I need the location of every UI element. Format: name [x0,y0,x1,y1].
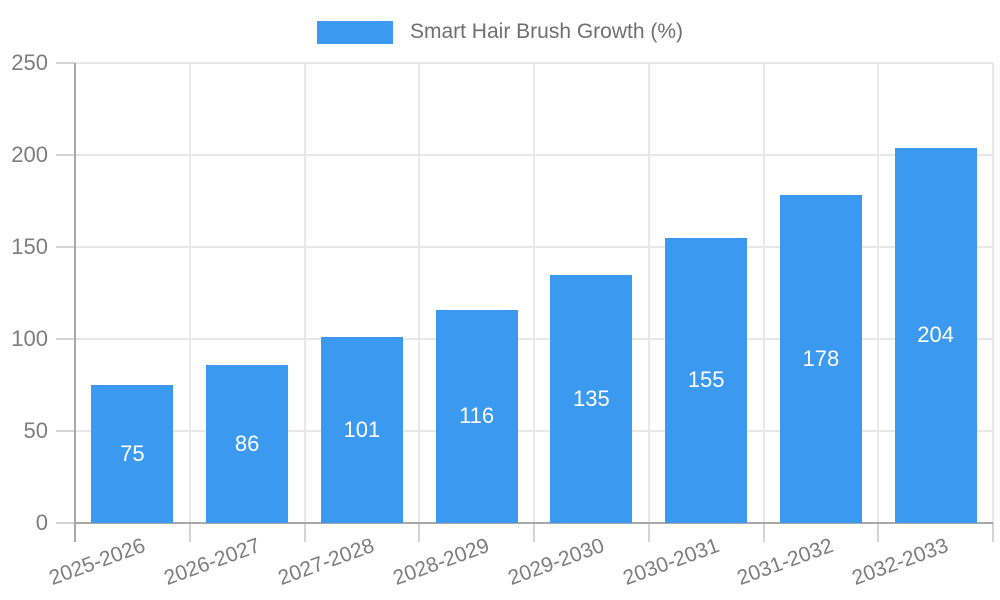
bar[interactable]: 135 [550,274,633,523]
bar[interactable]: 155 [665,237,748,523]
y-axis-line [74,63,76,542]
x-axis-line [75,522,993,524]
y-tick-mark [56,338,75,340]
bar-value-label: 116 [459,403,495,429]
x-tick-label: 2028-2029 [390,534,493,590]
legend[interactable]: Smart Hair Brush Growth (%) [0,18,1000,46]
y-tick-label: 100 [11,326,48,351]
x-gridline [877,63,880,523]
bar-value-label: 86 [234,430,260,456]
x-tick-mark [418,523,421,542]
y-tick-label: 250 [11,50,48,75]
bar-value-label: 204 [917,322,954,348]
x-tick-label: 2029-2030 [504,534,608,590]
x-gridline [647,63,650,523]
x-tick-mark [992,523,994,542]
bar-value-label: 178 [802,346,840,372]
x-tick-label: 2031-2032 [734,534,837,590]
x-tick-mark [533,523,535,542]
bar[interactable]: 178 [779,195,862,523]
x-tick-mark [303,523,306,542]
x-tick-label: 2030-2031 [619,534,722,590]
y-tick-label: 150 [11,234,48,259]
bar[interactable]: 86 [206,364,289,523]
bar[interactable]: 101 [320,337,403,523]
x-gridline [992,63,994,523]
x-gridline [303,63,306,523]
x-tick-mark [877,523,880,542]
legend-swatch [316,20,393,44]
bar[interactable]: 75 [91,385,174,523]
y-tick-mark [56,154,75,156]
bar[interactable]: 116 [435,309,518,523]
x-gridline [188,63,191,523]
y-tick-mark [56,522,75,524]
x-tick-mark [647,523,650,542]
bar-value-label: 101 [343,417,381,443]
x-tick-mark [762,523,765,542]
bar[interactable]: 204 [894,147,977,523]
x-gridline [762,63,765,523]
y-tick-mark [56,430,75,432]
x-tick-label: 2027-2028 [275,534,378,590]
x-gridline [418,63,421,523]
y-tick-mark [56,62,75,64]
y-tick-label: 0 [35,510,48,535]
y-tick-label: 200 [11,142,48,167]
x-tick-mark [188,523,191,542]
x-gridline [533,63,535,523]
x-tick-label: 2026-2027 [160,534,263,590]
bar-value-label: 155 [687,367,725,393]
legend-label: Smart Hair Brush Growth (%) [409,20,684,43]
y-tick-label: 50 [23,418,48,443]
bar-value-label: 75 [120,441,145,466]
x-tick-label: 2032-2033 [849,534,952,590]
bar-value-label: 135 [573,385,610,411]
y-tick-mark [56,246,75,248]
x-tick-label: 2025-2026 [45,534,149,590]
